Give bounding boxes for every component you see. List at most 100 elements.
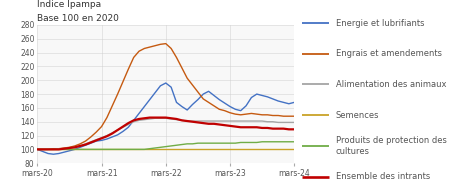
Produits de protection des cultures — [227, 142, 233, 144]
Ensemble des intrants — [168, 117, 174, 119]
Alimentation des animaux — [233, 120, 238, 122]
Engrais et amendements — [163, 42, 169, 45]
Semences — [35, 148, 40, 151]
Energie et lubrifiants — [211, 94, 217, 97]
Ensemble des intrants — [217, 123, 222, 126]
Alimentation des animaux — [136, 119, 142, 122]
Text: Engrais et amendements: Engrais et amendements — [336, 49, 442, 58]
Produits de protection des cultures — [35, 148, 40, 151]
Ensemble des intrants — [190, 121, 195, 123]
Produits de protection des cultures — [131, 148, 136, 151]
Line: Energie et lubrifiants: Energie et lubrifiants — [37, 83, 294, 154]
Produits de protection des cultures — [222, 142, 227, 144]
Semences — [78, 148, 83, 151]
Engrais et amendements — [217, 108, 222, 110]
Engrais et amendements — [291, 115, 297, 117]
Alimentation des animaux — [126, 123, 131, 126]
Energie et lubrifiants — [286, 103, 292, 105]
Semences — [211, 148, 217, 151]
Semences — [67, 148, 72, 151]
Engrais et amendements — [168, 47, 174, 50]
Semences — [291, 148, 297, 151]
Engrais et amendements — [142, 47, 147, 50]
Semences — [88, 148, 94, 151]
Semences — [50, 148, 56, 151]
Semences — [238, 148, 243, 151]
Energie et lubrifiants — [67, 150, 72, 152]
Ensemble des intrants — [93, 139, 99, 142]
Produits de protection des cultures — [158, 146, 163, 148]
Energie et lubrifiants — [243, 105, 249, 107]
Energie et lubrifiants — [78, 146, 83, 148]
Alimentation des animaux — [276, 121, 281, 124]
Produits de protection des cultures — [99, 148, 104, 151]
Semences — [136, 148, 142, 151]
Produits de protection des cultures — [291, 141, 297, 143]
Alimentation des animaux — [35, 148, 40, 151]
Ensemble des intrants — [35, 148, 40, 151]
Alimentation des animaux — [179, 119, 184, 122]
Alimentation des animaux — [238, 120, 243, 122]
Produits de protection des cultures — [163, 146, 169, 148]
Produits de protection des cultures — [50, 148, 56, 151]
Ensemble des intrants — [115, 129, 120, 131]
Semences — [217, 148, 222, 151]
Alimentation des animaux — [88, 141, 94, 143]
Energie et lubrifiants — [120, 130, 126, 132]
Ensemble des intrants — [40, 148, 45, 151]
Alimentation des animaux — [227, 120, 233, 122]
Engrais et amendements — [206, 101, 212, 103]
Ensemble des intrants — [265, 127, 270, 129]
Semences — [233, 148, 238, 151]
Line: Engrais et amendements: Engrais et amendements — [37, 44, 294, 149]
Engrais et amendements — [88, 136, 94, 138]
Produits de protection des cultures — [45, 148, 51, 151]
Produits de protection des cultures — [265, 141, 270, 143]
Produits de protection des cultures — [126, 148, 131, 151]
Energie et lubrifiants — [45, 152, 51, 155]
Ensemble des intrants — [200, 122, 206, 124]
Alimentation des animaux — [265, 121, 270, 123]
Engrais et amendements — [190, 84, 195, 86]
Engrais et amendements — [72, 145, 78, 147]
Ensemble des intrants — [99, 137, 104, 139]
Semences — [243, 148, 249, 151]
Produits de protection des cultures — [281, 141, 286, 143]
Semences — [56, 148, 62, 151]
Energie et lubrifiants — [206, 90, 212, 93]
Energie et lubrifiants — [217, 98, 222, 101]
Ensemble des intrants — [238, 126, 243, 128]
Semences — [93, 148, 99, 151]
Energie et lubrifiants — [142, 105, 147, 108]
Produits de protection des cultures — [190, 143, 195, 145]
Energie et lubrifiants — [93, 140, 99, 142]
Alimentation des animaux — [45, 148, 51, 151]
Produits de protection des cultures — [248, 141, 254, 144]
Energie et lubrifiants — [152, 92, 158, 94]
Energie et lubrifiants — [168, 86, 174, 88]
Engrais et amendements — [211, 105, 217, 107]
Energie et lubrifiants — [265, 96, 270, 98]
Semences — [281, 148, 286, 151]
Ensemble des intrants — [179, 119, 184, 122]
Produits de protection des cultures — [206, 142, 212, 144]
Semences — [276, 148, 281, 151]
Ensemble des intrants — [227, 125, 233, 127]
Alimentation des animaux — [200, 120, 206, 122]
Text: Energie et lubrifiants: Energie et lubrifiants — [336, 19, 425, 27]
Produits de protection des cultures — [243, 141, 249, 144]
Energie et lubrifiants — [40, 150, 45, 153]
Engrais et amendements — [78, 143, 83, 145]
Produits de protection des cultures — [174, 144, 179, 146]
Engrais et amendements — [35, 148, 40, 151]
Ensemble des intrants — [158, 116, 163, 119]
Ensemble des intrants — [61, 147, 67, 150]
Engrais et amendements — [61, 147, 67, 149]
Semences — [99, 148, 104, 151]
Produits de protection des cultures — [147, 147, 153, 150]
Alimentation des animaux — [222, 120, 227, 122]
Ensemble des intrants — [270, 127, 276, 130]
Engrais et amendements — [248, 112, 254, 115]
Produits de protection des cultures — [286, 141, 292, 143]
Semences — [163, 148, 169, 151]
